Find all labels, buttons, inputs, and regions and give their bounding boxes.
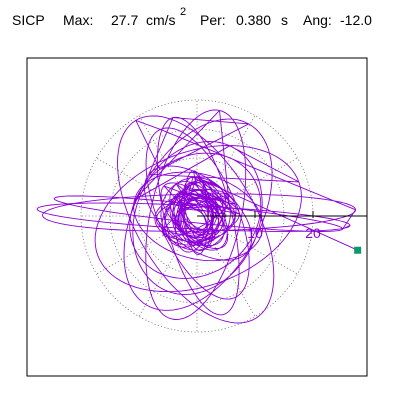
angle-label: Ang:	[303, 12, 332, 28]
end-point-marker	[354, 246, 362, 254]
motion-trace	[36, 109, 358, 324]
station-code: SICP	[12, 12, 45, 28]
header-bar: SICP Max: 27.7 cm/s 2 Per: 0.380 s Ang: …	[0, 6, 400, 42]
period-unit: s	[281, 12, 288, 28]
end-marker-group	[354, 246, 362, 254]
period-label: Per:	[200, 12, 226, 28]
grid-ray-150	[96, 157, 173, 202]
plot-frame	[26, 57, 368, 377]
motion-trace-path	[36, 109, 358, 324]
grid-ray-330	[221, 230, 298, 275]
max-unit-exponent: 2	[180, 6, 187, 18]
max-value: 27.7	[111, 12, 139, 28]
grid-ray-120	[138, 115, 183, 192]
ring-label-10: 10	[247, 225, 263, 241]
grid-ray-210	[96, 230, 173, 275]
max-label: Max:	[63, 12, 94, 28]
radial-axis: 10 20	[197, 211, 367, 241]
max-unit: cm/s	[146, 12, 176, 28]
angle-value: -12.0	[340, 12, 372, 28]
grid-ray-300	[211, 240, 256, 317]
ring-label-20: 20	[305, 225, 321, 241]
period-value: 0.380	[236, 12, 272, 28]
